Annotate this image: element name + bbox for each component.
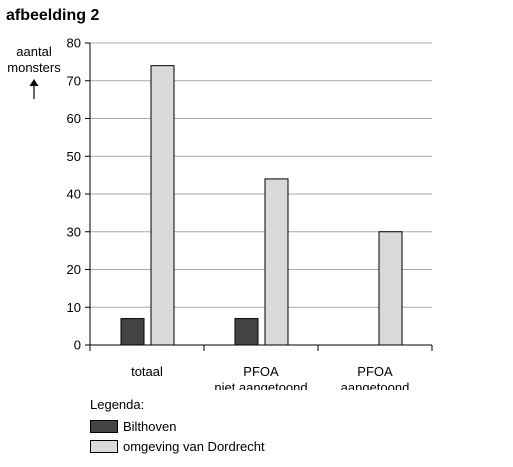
- bar-dordrecht: [150, 65, 175, 346]
- x-category-label: aangetoond: [341, 380, 410, 390]
- y-tick-label: 10: [67, 300, 81, 315]
- figure-title: afbeelding 2: [6, 7, 100, 24]
- y-tick-label: 60: [67, 111, 81, 126]
- legend-label-bilthoven: Bilthoven: [123, 418, 177, 434]
- legend-title: Legenda:: [90, 397, 145, 412]
- axis-layer: [29, 42, 433, 351]
- y-tick-label: 0: [74, 338, 81, 353]
- x-category-label: niet aangetoond: [214, 380, 307, 390]
- bar-dordrecht: [264, 178, 289, 346]
- y-tick-label: 30: [67, 224, 81, 239]
- x-category-label: totaal: [131, 364, 163, 379]
- y-tick-label: 70: [67, 73, 81, 88]
- bar-bilthoven: [234, 318, 259, 346]
- legend-item-bilthoven: Bilthoven: [90, 418, 265, 434]
- bar-dordrecht: [378, 231, 403, 346]
- bar-layer: [120, 65, 403, 346]
- y-tick-label: 80: [67, 36, 81, 51]
- y-axis-arrow-icon: [29, 79, 39, 86]
- grid-layer: [90, 42, 432, 308]
- legend: Legenda: Bilthoven omgeving van Dordrech…: [90, 396, 265, 454]
- y-axis-label: monsters: [7, 60, 61, 75]
- y-tick-label: 50: [67, 149, 81, 164]
- bar-bilthoven: [120, 318, 145, 346]
- y-tick-label: 40: [67, 187, 81, 202]
- legend-swatch-dordrecht: [90, 439, 118, 453]
- legend-label-dordrecht: omgeving van Dordrecht: [123, 438, 265, 454]
- y-axis-label: aantal: [16, 44, 52, 59]
- x-category-label: PFOA: [243, 364, 279, 379]
- x-category-label: PFOA: [357, 364, 393, 379]
- legend-swatch-bilthoven: [90, 419, 118, 433]
- y-tick-label: 20: [67, 262, 81, 277]
- legend-item-dordrecht: omgeving van Dordrecht: [90, 438, 265, 454]
